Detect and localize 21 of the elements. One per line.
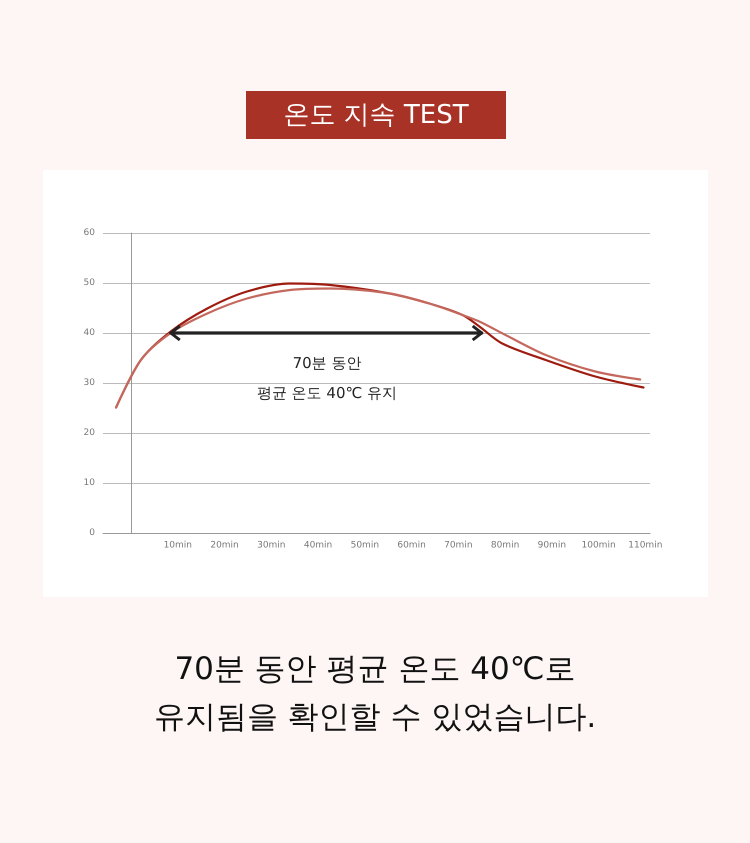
chart-title: 온도 지속 TEST [246,91,506,139]
x-tick-label: 80min [490,540,520,550]
x-tick-label: 60min [397,540,426,550]
y-tick-label: 40 [84,328,96,338]
x-tick-label: 40min [304,540,332,550]
x-tick-label: 110min [628,540,662,550]
y-tick-label: 10 [84,478,96,488]
annotation: 70분 동안 평균 온도 40℃ 유지 [256,353,398,404]
x-tick-label: 70min [444,540,473,550]
x-tick-label: 30min [257,540,286,550]
y-tick-label: 30 [84,378,96,388]
x-tick-label: 20min [210,540,239,550]
y-tick-label: 20 [84,428,96,438]
x-tick-label: 50min [350,540,380,550]
y-tick-label: 50 [84,278,96,288]
y-tick-label: 60 [84,228,96,238]
y-tick-label: 0 [89,528,96,538]
text: 70분 동안 평균 온도 40℃로 유지됨을 확인할 수 있었습니다. [152,650,598,737]
x-tick-label: 90min [538,540,566,550]
x-tick-label: 10min [164,540,192,550]
x-tick-label: 100min [581,540,616,550]
